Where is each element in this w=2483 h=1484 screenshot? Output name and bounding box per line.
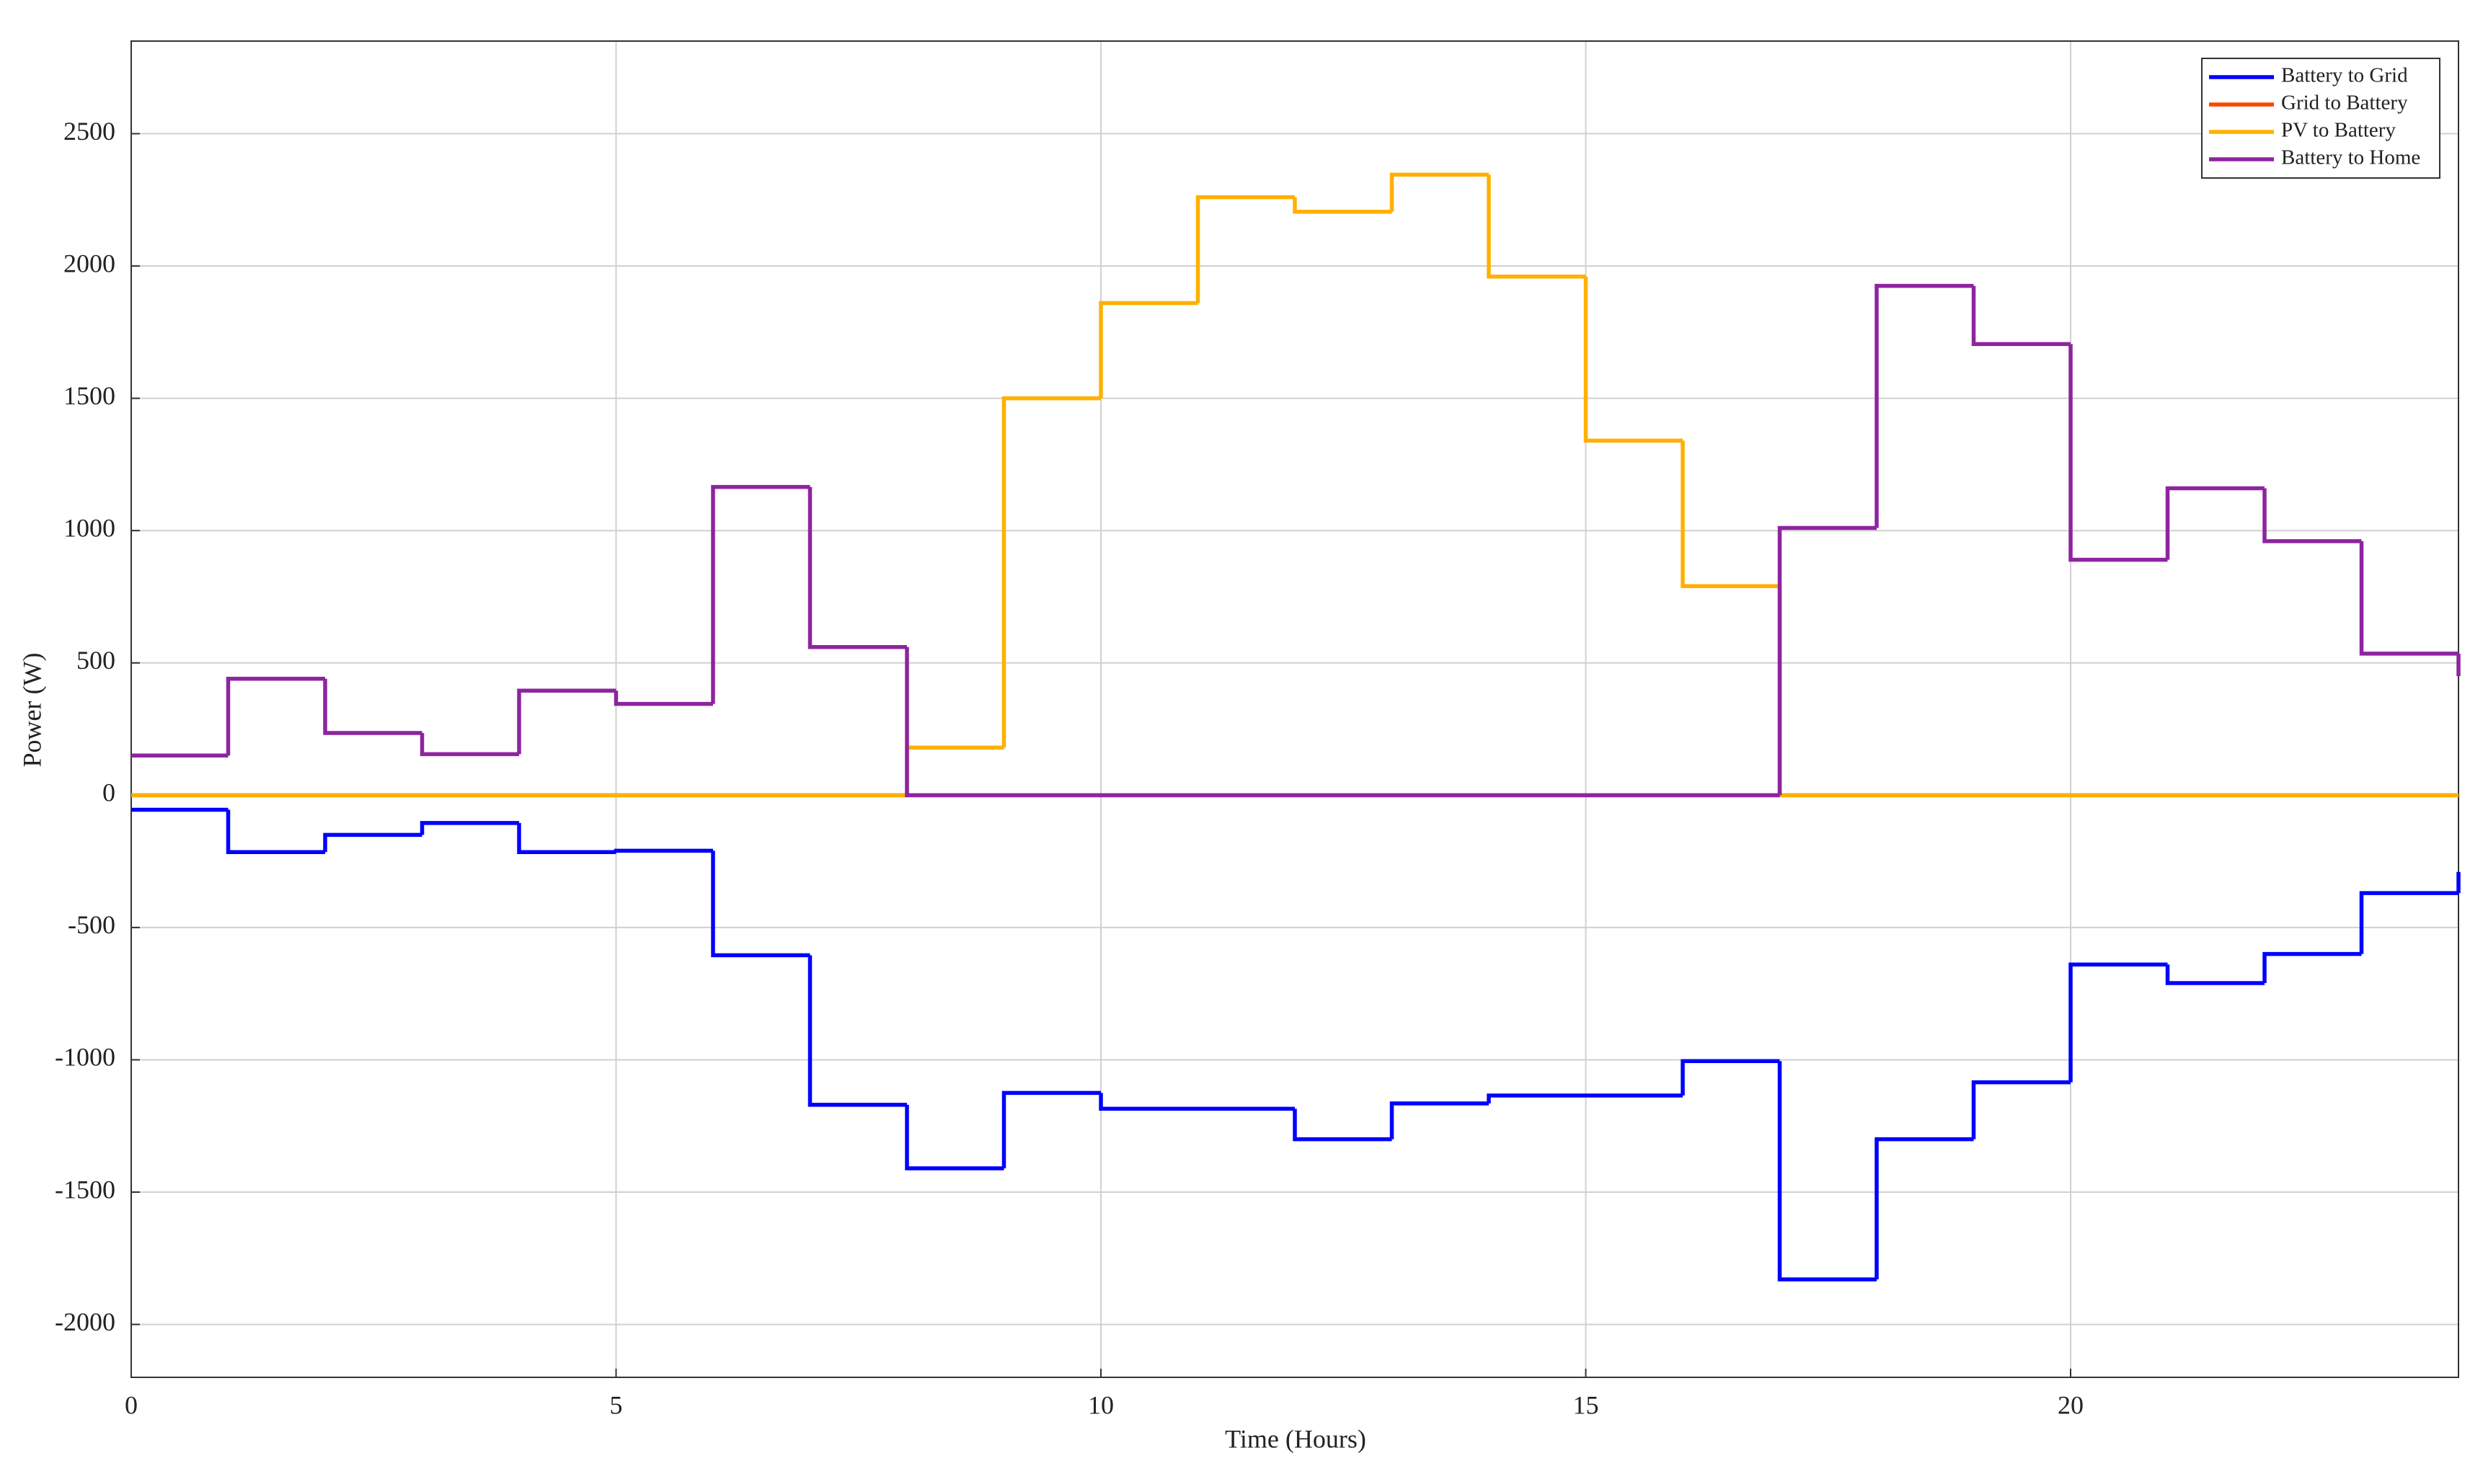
step-segment	[1971, 1080, 2071, 1139]
step-segment	[614, 848, 713, 853]
x-tick-label: 20	[2058, 1390, 2084, 1419]
step-segment	[2262, 951, 2362, 983]
step-segment	[807, 955, 907, 1107]
step-segment	[1681, 440, 1780, 589]
step-segment	[1583, 276, 1683, 443]
step-segment	[1293, 1108, 1392, 1142]
step-segment	[517, 688, 616, 755]
plot-frame	[130, 40, 2459, 1378]
step-segment	[2262, 488, 2362, 543]
step-segment	[1293, 197, 1392, 214]
step-segment	[2165, 964, 2265, 985]
y-tick-label: -1000	[55, 1043, 115, 1072]
step-segment	[323, 678, 422, 735]
step-segment	[1099, 1093, 1198, 1111]
x-tick-label: 15	[1573, 1390, 1599, 1419]
step-segment	[905, 647, 1004, 798]
step-segment	[2165, 486, 2265, 560]
step-segment	[711, 484, 810, 704]
series	[131, 283, 2461, 798]
step-segment	[1001, 396, 1101, 748]
step-segment	[1389, 1101, 1489, 1139]
x-axis-label: Time (Hours)	[1225, 1424, 1366, 1453]
series	[131, 807, 2461, 1281]
y-tick-label: 1000	[63, 513, 115, 542]
step-segment	[226, 677, 325, 756]
step-segment	[420, 733, 519, 757]
step-segment	[2068, 962, 2168, 1083]
step-segment	[807, 486, 907, 649]
step-segment	[2068, 344, 2168, 562]
x-tick-label: 5	[610, 1390, 623, 1419]
x-tick-label: 10	[1088, 1390, 1114, 1419]
y-tick-label: 2000	[63, 249, 115, 277]
y-tick-label: 2500	[63, 117, 115, 146]
legend-label: Grid to Battery	[2281, 92, 2408, 115]
step-segment	[226, 809, 325, 854]
y-axis-label: Power (W)	[17, 653, 46, 768]
step-segment	[1777, 1061, 1877, 1281]
step-segment	[711, 850, 810, 958]
step-segment	[2359, 891, 2458, 954]
legend-label: Battery to Grid	[2281, 64, 2408, 87]
step-segment	[323, 832, 422, 853]
step-segment	[1875, 1137, 1974, 1280]
step-segment	[2359, 541, 2458, 656]
step-segment	[614, 690, 713, 706]
step-segment	[1001, 1090, 1101, 1168]
step-segment	[1099, 301, 1198, 399]
step-segment	[1389, 172, 1489, 212]
legend: Battery to Grid Grid to Battery PV to Batt…	[2201, 58, 2440, 179]
y-tick-label: 0	[102, 778, 115, 807]
step-segment	[1681, 1059, 1780, 1096]
step-segment	[420, 821, 519, 835]
step-segment	[1875, 283, 1974, 528]
x-tick-label: 0	[125, 1390, 138, 1419]
step-segment	[905, 745, 1004, 796]
y-tick-label: -1500	[55, 1175, 115, 1204]
legend-label: Battery to Home	[2281, 146, 2420, 169]
step-segment	[1487, 1093, 1586, 1104]
step-segment	[1777, 525, 1877, 796]
y-tick-label: -2000	[55, 1307, 115, 1336]
step-segment	[1777, 586, 1877, 798]
step-segment	[517, 822, 616, 854]
y-tick-label: -500	[68, 910, 115, 939]
series	[131, 172, 2458, 798]
step-segment	[1487, 174, 1586, 279]
y-tick-label: 1500	[63, 381, 115, 410]
legend-label: PV to Battery	[2281, 119, 2396, 142]
step-segment	[1195, 195, 1295, 303]
y-tick-label: 500	[76, 646, 115, 675]
step-segment	[905, 1104, 1004, 1170]
step-segment	[1971, 285, 2071, 347]
